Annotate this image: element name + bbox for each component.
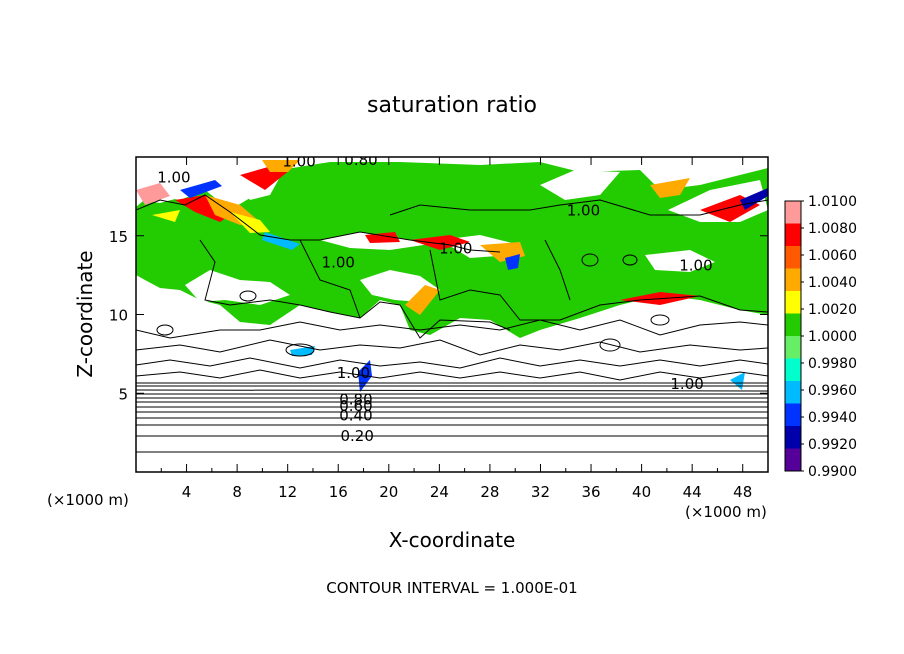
colorbar-swatch: [785, 336, 801, 359]
colorbar-label: 1.0000: [808, 329, 857, 345]
x-unit-label-right: (×1000 m): [685, 503, 767, 521]
colorbar-label: 1.0040: [808, 275, 857, 291]
contour-label: 1.00: [679, 257, 712, 275]
chart-title: saturation ratio: [367, 93, 537, 118]
colorbar-label: 0.9940: [808, 410, 857, 426]
contour-label: 1.00: [670, 375, 703, 393]
colorbar-label: 1.0060: [808, 248, 857, 264]
contour-label: 1.00: [337, 364, 370, 382]
colorbar: 1.0100 1.0080 1.0060 1.0040 1.0020 1.0000 0.99…: [784, 194, 857, 480]
colorbar-swatch: [785, 358, 801, 381]
y-tick-label: 10: [109, 307, 128, 325]
colorbar-label: 1.0020: [808, 302, 857, 318]
contour-label: 0.80: [339, 391, 372, 409]
contour-interval-footer: CONTOUR INTERVAL = 1.000E-01: [326, 579, 577, 597]
colorbar-swatch: [785, 448, 801, 471]
contour-label: 0.80: [344, 151, 377, 169]
x-tick-label: 32: [531, 483, 550, 501]
colorbar-swatch: [785, 268, 801, 291]
contour-label: 1.00: [322, 254, 355, 272]
contour-label: 1.00: [439, 239, 472, 257]
colorbar-label: 1.0100: [808, 194, 857, 210]
y-tick-label: 15: [109, 228, 128, 246]
field-white-patch: [540, 170, 620, 200]
x-unit-label-left: (×1000 m): [47, 491, 129, 509]
colorbar-label: 0.9900: [808, 464, 857, 480]
contour-label: 1.00: [157, 168, 190, 186]
plot-area: 1.001.00 0.801.001.001.001.001.000.800.60…: [136, 151, 768, 472]
colorbar-label: 0.9960: [808, 383, 857, 399]
x-tick-label: 48: [733, 483, 752, 501]
colorbar-swatch: [785, 426, 801, 449]
colorbar-label: 0.9920: [808, 437, 857, 453]
x-tick-label: 40: [632, 483, 651, 501]
x-tick-label: 28: [480, 483, 499, 501]
y-axis-ticks: 5 10 15: [109, 228, 768, 403]
x-axis-label: X-coordinate: [389, 528, 516, 552]
x-tick-label: 8: [232, 483, 242, 501]
contour-label: 0.20: [340, 427, 373, 445]
y-tick-label: 5: [118, 385, 128, 403]
field-green-region: [136, 162, 768, 338]
field-white-patch: [645, 250, 715, 272]
colorbar-swatch: [785, 291, 801, 314]
x-tick-label: 44: [683, 483, 702, 501]
colorbar-swatch: [785, 223, 801, 246]
colorbar-label: 1.0080: [808, 221, 857, 237]
x-tick-label: 4: [182, 483, 192, 501]
x-axis-ticks: 4 8 12 16 20 24 28 32 36 40 44 48: [160, 157, 752, 501]
colorbar-swatch: [785, 313, 801, 336]
x-tick-label: 16: [329, 483, 348, 501]
contour-label: 1.00: [567, 202, 600, 220]
x-tick-label: 20: [379, 483, 398, 501]
colorbar-swatch: [785, 381, 801, 404]
colorbar-swatch: [785, 246, 801, 269]
colorbar-swatch: [785, 201, 801, 224]
x-tick-label: 36: [581, 483, 600, 501]
contour-label: 0.60: [339, 397, 372, 415]
contour-lines: [136, 194, 768, 453]
y-axis-label: Z-coordinate: [73, 250, 97, 377]
contour-labels: 1.001.00 0.801.001.001.001.001.000.800.60…: [157, 151, 712, 445]
contour-label: 1.00: [282, 153, 315, 171]
colorbar-label: 0.9980: [808, 356, 857, 372]
x-tick-label: 24: [430, 483, 449, 501]
colorbar-swatch: [785, 403, 801, 426]
contour-label: 0.40: [339, 406, 372, 424]
field-white-patch: [185, 270, 290, 305]
x-tick-label: 12: [278, 483, 297, 501]
